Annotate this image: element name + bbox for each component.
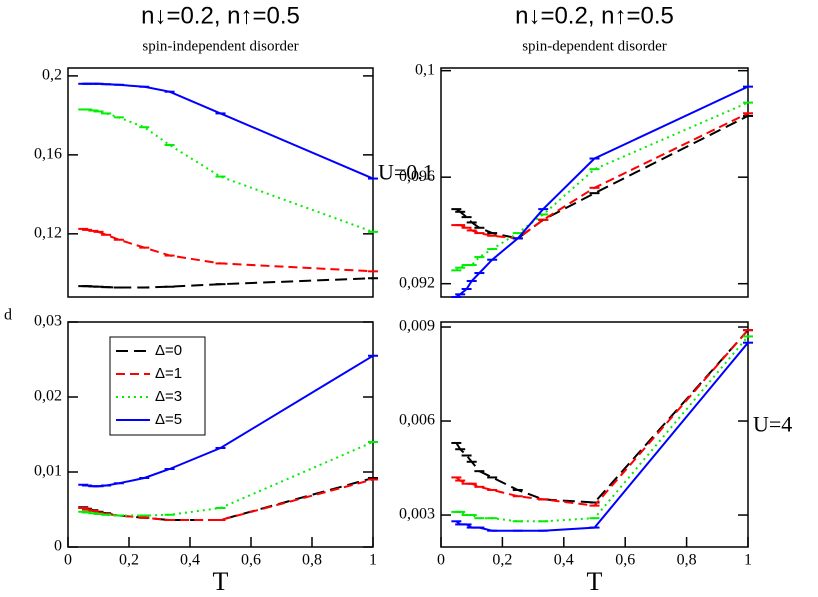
x-tick-label: 0,4 (554, 552, 574, 569)
series-line (82, 478, 374, 521)
x-axis-label: T (587, 567, 603, 596)
series-line (82, 477, 374, 521)
series-line (83, 82, 374, 180)
x-tick-label: 1 (744, 552, 752, 569)
series-line (83, 441, 374, 517)
series-line (83, 108, 374, 233)
legend-box (109, 336, 206, 436)
legend-label: Δ=3 (155, 388, 182, 405)
x-tick-label: 0 (64, 552, 72, 569)
column-title: n↓=0.2, n↑=0.5 (141, 2, 300, 29)
y-tick-label: 0,2 (42, 67, 62, 84)
plot-frame (440, 67, 749, 298)
y-tick-label: 0 (54, 538, 62, 555)
y-tick-label: 0,096 (399, 168, 435, 185)
x-tick-label: 0 (437, 552, 445, 569)
column-subtitle: spin-dependent disorder (522, 38, 667, 54)
column-subtitle: spin-independent disorder (142, 38, 298, 54)
legend-label: Δ=1 (155, 365, 182, 382)
plot-frame (67, 321, 374, 548)
legend-label: Δ=0 (155, 342, 182, 359)
series-line (455, 85, 749, 298)
x-tick-label: 0,2 (492, 552, 512, 569)
series-line (455, 329, 749, 507)
plot-frame (440, 321, 749, 548)
y-tick-label: 0,006 (399, 412, 435, 429)
series-line (456, 112, 749, 240)
side-label: U=4 (753, 412, 792, 437)
y-tick-label: 0,02 (34, 388, 62, 405)
series-line (455, 329, 749, 504)
side-label: U=0.1 (378, 160, 434, 185)
x-tick-label: 0,6 (615, 552, 635, 569)
series-line (83, 227, 374, 273)
x-tick-label: 0,8 (302, 552, 322, 569)
legend-label: Δ=5 (155, 411, 182, 428)
plot-frame (67, 67, 374, 298)
x-tick-label: 1 (369, 552, 377, 569)
series-line (455, 342, 749, 532)
y-tick-label: 0,009 (399, 318, 435, 335)
y-tick-label: 0,092 (399, 274, 435, 291)
series-line (455, 115, 749, 240)
x-tick-label: 0,8 (677, 552, 697, 569)
series-line (456, 335, 749, 523)
y-tick-label: 0,003 (399, 506, 435, 523)
series-line (455, 101, 749, 272)
x-tick-label: 0,2 (119, 552, 139, 569)
column-title: n↓=0.2, n↑=0.5 (515, 2, 674, 29)
y-axis-label: d (4, 307, 12, 324)
y-tick-label: 0,1 (415, 61, 435, 78)
y-tick-label: 0,16 (34, 146, 62, 163)
y-tick-label: 0,03 (34, 313, 62, 330)
x-tick-label: 0,4 (180, 552, 200, 569)
x-axis-label: T (213, 567, 229, 596)
y-tick-label: 0,01 (34, 463, 62, 480)
series-line (83, 277, 374, 289)
y-tick-label: 0,12 (34, 224, 62, 241)
x-tick-label: 0,6 (241, 552, 261, 569)
